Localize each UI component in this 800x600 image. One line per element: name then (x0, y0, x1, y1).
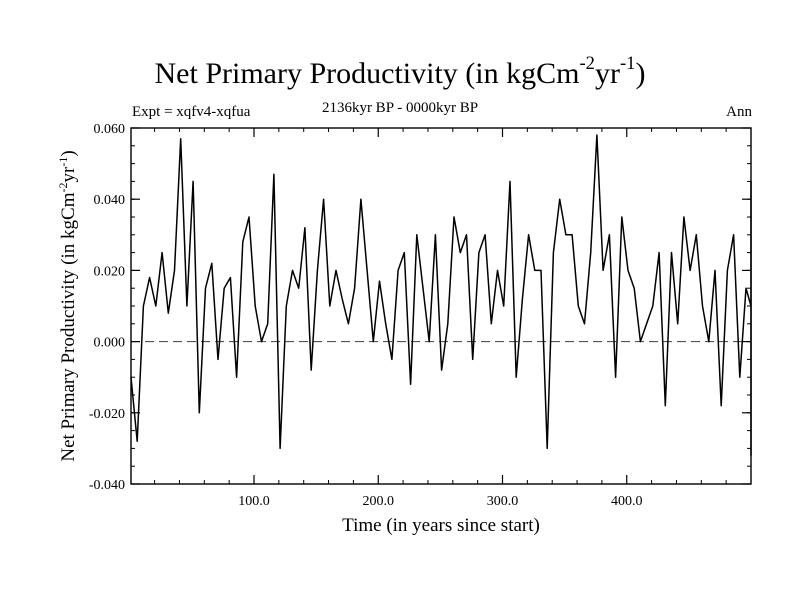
y-tick-label: 0.020 (94, 264, 126, 279)
chart-title-end: ) (635, 57, 646, 90)
y-tick-label: -0.020 (89, 407, 125, 422)
y-axis-title-middle: yr (58, 166, 79, 183)
y-tick-label: 0.040 (94, 193, 126, 208)
y-axis-title-superscript-1: -2 (56, 183, 70, 193)
x-tick-label: 200.0 (363, 494, 395, 509)
y-axis-title-superscript-2: -1 (56, 157, 70, 167)
chart-title-superscript-2: -1 (619, 53, 636, 75)
y-axis-title-main: Net Primary Productivity (in kgCm (58, 192, 79, 461)
period-label: 2136kyr BP - 0000kyr BP (321, 100, 479, 116)
y-tick-label: 0.060 (94, 122, 126, 137)
npp-series-line (130, 134, 752, 457)
y-tick-label: 0.000 (94, 336, 126, 351)
series-layer (130, 134, 752, 457)
experiment-label: Expt = xqfv4-xqfua (132, 104, 251, 120)
y-tick-label: -0.040 (89, 478, 125, 493)
x-tick-label: 300.0 (487, 494, 519, 509)
season-label: Ann (726, 104, 752, 120)
y-axis-title-end: ) (58, 150, 79, 156)
labels-layer: -0.040 -0.020 0.000 0.020 0.040 0.060 100.0 200… (89, 122, 643, 509)
y-axis-title: Net Primary Productivity (in kgCm-2yr-1) (56, 150, 79, 461)
chart-title-superscript-1: -2 (579, 53, 595, 75)
x-tick-label: 100.0 (238, 494, 270, 509)
ticks-layer (131, 127, 751, 485)
chart-title-middle: yr (594, 57, 620, 90)
x-tick-label: 400.0 (611, 494, 643, 509)
x-axis-title: Time (in years since start) (342, 515, 540, 536)
chart-title-main: Net Primary Productivity (in kgCm (154, 57, 580, 90)
plot-frame (130, 127, 752, 485)
chart-title: Net Primary Productivity (in kgCm-2yr-1) (0, 53, 800, 92)
